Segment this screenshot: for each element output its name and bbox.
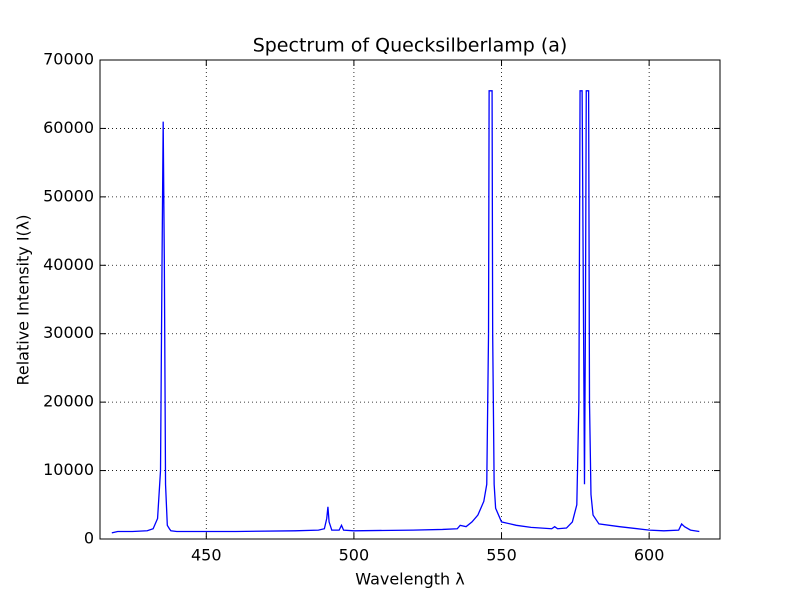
y-axis-label: Relative Intensity I(λ) bbox=[14, 214, 33, 385]
spectrum-line bbox=[111, 90, 700, 534]
y-tick-label: 30000 bbox=[43, 323, 94, 342]
y-tick-label: 60000 bbox=[43, 118, 94, 137]
y-tick-label: 20000 bbox=[43, 392, 94, 411]
chart-title: Spectrum of Quecksilberlamp (a) bbox=[253, 35, 568, 57]
plot-frame bbox=[99, 59, 721, 540]
x-tick-label: 600 bbox=[634, 546, 665, 565]
y-tick-label: 0 bbox=[84, 529, 94, 548]
y-tick-label: 10000 bbox=[43, 460, 94, 479]
x-tick-label: 550 bbox=[486, 546, 517, 565]
y-tick-label: 50000 bbox=[43, 186, 94, 205]
x-axis-label: Wavelength λ bbox=[355, 570, 464, 589]
y-tick-label: 40000 bbox=[43, 255, 94, 274]
x-tick-label: 450 bbox=[191, 546, 222, 565]
y-tick-label: 70000 bbox=[43, 50, 94, 69]
x-tick-label: 500 bbox=[339, 546, 370, 565]
